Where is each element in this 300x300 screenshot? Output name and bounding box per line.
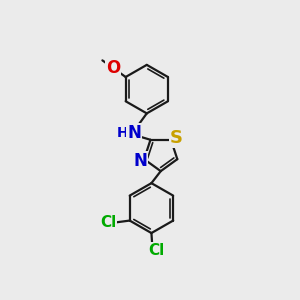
Text: H: H bbox=[117, 126, 129, 140]
Text: Cl: Cl bbox=[100, 215, 116, 230]
Text: N: N bbox=[133, 152, 147, 169]
Text: S: S bbox=[170, 129, 183, 147]
Text: O: O bbox=[106, 59, 120, 77]
Text: N: N bbox=[127, 124, 141, 142]
Text: Cl: Cl bbox=[148, 243, 165, 258]
